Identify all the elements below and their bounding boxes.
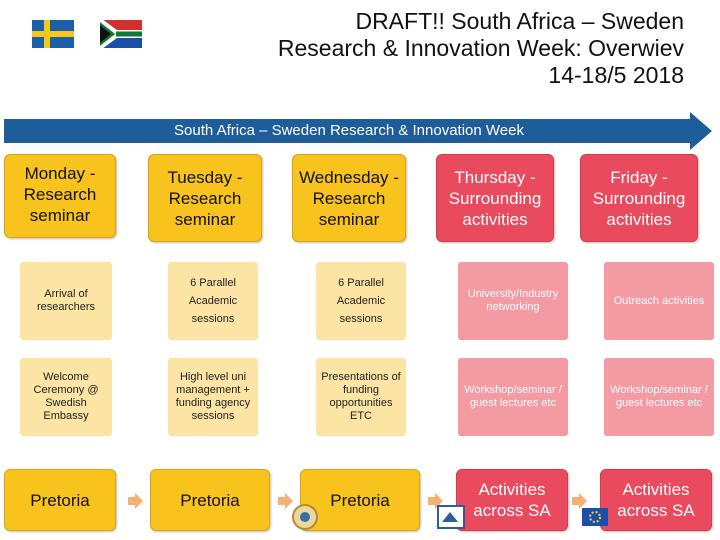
monday-row-2: Welcome Ceremony @ Swedish Embassy — [20, 358, 112, 436]
tuesday-heading: Tuesday - Research seminar — [148, 154, 262, 242]
chevron-right-icon — [276, 492, 294, 510]
partner-logo-icon — [436, 502, 466, 532]
monday-row-1: Arrival of researchers — [20, 262, 112, 340]
university-logo-icon — [290, 502, 320, 532]
chevron-right-icon — [570, 492, 588, 510]
wednesday-location: Pretoria — [300, 469, 420, 531]
thursday-location: Activities across SA — [456, 469, 568, 531]
tuesday-row-1: 6 Parallel Academic sessions — [168, 262, 258, 340]
week-banner-label: South Africa – Sweden Research & Innovat… — [174, 122, 524, 139]
tuesday-location: Pretoria — [150, 469, 270, 531]
chevron-right-icon — [126, 492, 144, 510]
title-line-2: Research & Innovation Week: Overwiev — [277, 35, 684, 61]
wednesday-row-1: 6 Parallel Academic sessions — [316, 262, 406, 340]
friday-heading: Friday - Surrounding activities — [580, 154, 698, 242]
thursday-row-2: Workshop/seminar / guest lectures etc — [458, 358, 568, 436]
tuesday-row-2: High level uni management + funding agen… — [168, 358, 258, 436]
wednesday-row-2: Presentations of funding opportunities E… — [316, 358, 406, 436]
banner-arrowhead — [690, 112, 712, 150]
friday-location: Activities across SA — [600, 469, 712, 531]
chevron-right-icon — [426, 492, 444, 510]
sweden-flag-icon — [32, 20, 74, 48]
friday-row-2: Workshop/seminar / guest lectures etc — [604, 358, 714, 436]
page-title: DRAFT!! South Africa – Sweden Research &… — [278, 8, 684, 89]
title-line-3: 14-18/5 2018 — [548, 62, 684, 88]
wednesday-heading: Wednesday -Research seminar — [292, 154, 406, 242]
monday-heading: Monday - Research seminar — [4, 154, 116, 238]
title-line-1: DRAFT!! South Africa – Sweden — [355, 8, 684, 34]
thursday-row-1: University/Industry networking — [458, 262, 568, 340]
monday-location: Pretoria — [4, 469, 116, 531]
eu-logo-icon — [580, 502, 610, 532]
thursday-heading: Thursday - Surrounding activities — [436, 154, 554, 242]
south-africa-flag-icon — [98, 18, 142, 50]
friday-row-1: Outreach activities — [604, 262, 714, 340]
week-banner: South Africa – Sweden Research & Innovat… — [4, 119, 694, 143]
